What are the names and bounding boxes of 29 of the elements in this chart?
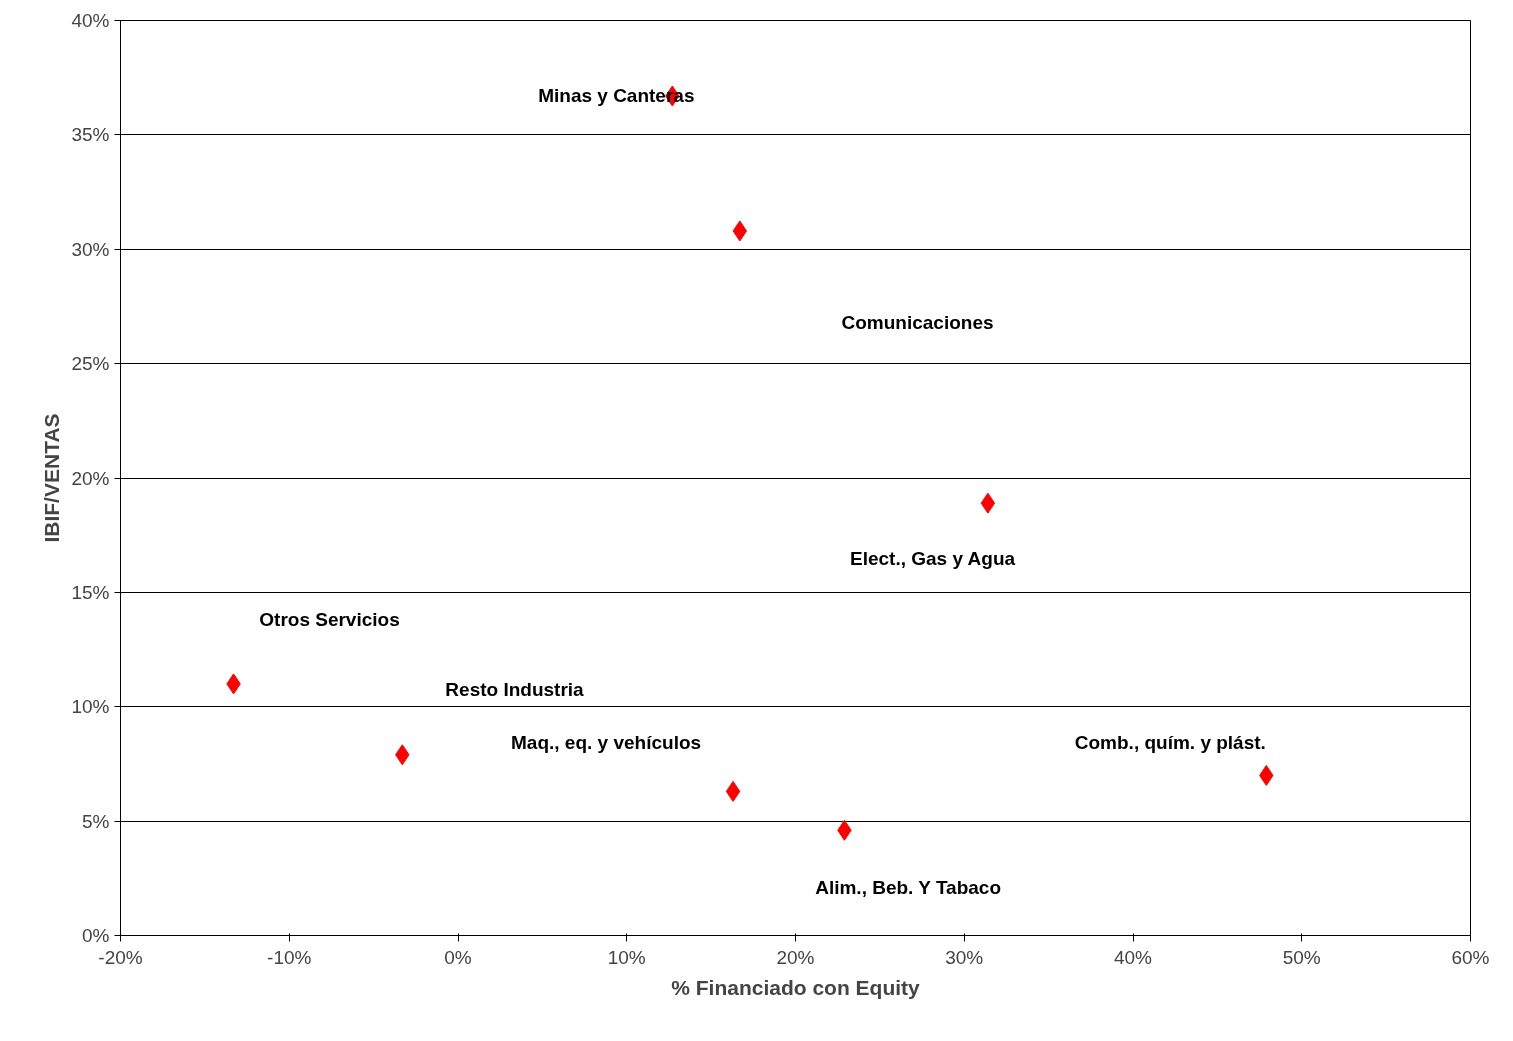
x-tick-label: -10%	[267, 946, 312, 968]
y-tick-label: 10%	[71, 696, 110, 718]
y-tick-label: 5%	[82, 810, 110, 832]
annotation: Resto Industria	[445, 679, 585, 700]
y-tick-label: 15%	[71, 581, 110, 603]
y-tick-label: 35%	[71, 124, 110, 146]
y-tick-label: 0%	[82, 925, 110, 946]
y-tick-label: 25%	[71, 353, 110, 375]
point	[980, 492, 996, 514]
x-tick-label: 60%	[1451, 946, 1490, 968]
x-tick-label: 50%	[1282, 946, 1321, 968]
annotation: Alim., Beb. Y Tabaco	[815, 876, 1002, 898]
x-tick-label: 40%	[1113, 946, 1153, 968]
annotation: Comb., quím. y plást.	[1074, 731, 1266, 753]
y-tick-label: 40%	[71, 10, 110, 31]
annotation: Maq., eq. y vehículos	[511, 731, 702, 753]
y-axis-title: IBIF/VENTAS	[40, 413, 64, 543]
x-tick-label: 0%	[444, 946, 472, 968]
x-tick-label: 30%	[945, 946, 984, 968]
y-tick-label: 20%	[71, 467, 110, 489]
x-tick-label: -20%	[98, 946, 143, 968]
x-axis-title: % Financiado con Equity	[671, 975, 921, 999]
annotation: Elect., Gas y Agua	[849, 547, 1016, 569]
annotation: Otros Servicios	[259, 609, 400, 630]
x-tick-label: 20%	[776, 946, 815, 968]
point	[725, 780, 741, 802]
y-tick-label: 30%	[71, 238, 110, 260]
annotation: Comunicaciones	[841, 312, 994, 333]
x-tick-label: 10%	[607, 946, 646, 968]
